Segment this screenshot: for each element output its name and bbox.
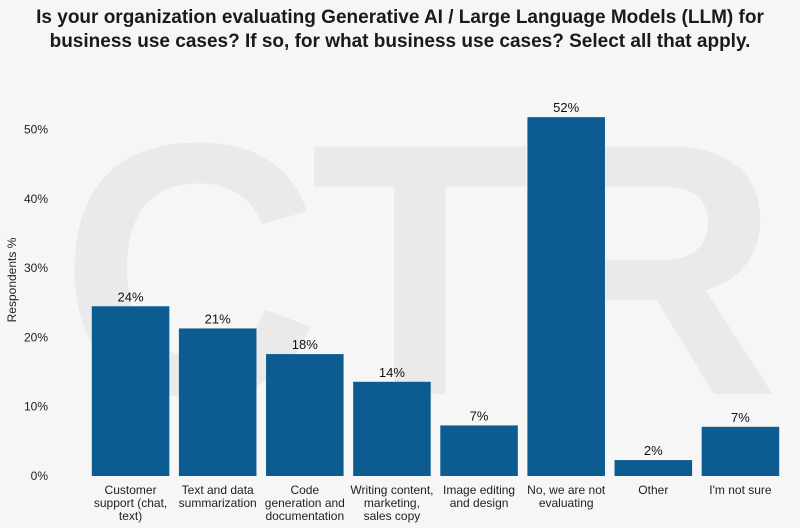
bars <box>91 117 780 477</box>
bar <box>353 381 431 476</box>
bar <box>701 426 780 476</box>
data-label: 18% <box>292 337 318 352</box>
y-axis-label: Respondents % <box>5 237 19 322</box>
x-tick-label: support (chat, <box>94 496 167 510</box>
bar <box>266 354 344 476</box>
data-label: 24% <box>118 289 144 304</box>
x-tick-label: marketing, <box>364 496 420 510</box>
y-tick-label: 0% <box>31 469 49 483</box>
y-tick-label: 50% <box>24 123 48 137</box>
x-tick-label: sales copy <box>364 509 421 523</box>
chart-title-line-2: business use cases? If so, for what busi… <box>49 31 751 52</box>
bar <box>440 425 518 476</box>
x-tick-label: Other <box>638 483 668 497</box>
x-tick-label: No, we are not <box>527 483 606 497</box>
y-tick-label: 10% <box>24 400 48 414</box>
data-label: 52% <box>553 100 579 115</box>
x-tick-label: Text and data <box>182 483 254 497</box>
bar <box>614 460 693 476</box>
x-tick-label: Image editing <box>443 483 515 497</box>
chart-title-line-1: Is your organization evaluating Generati… <box>36 7 764 28</box>
x-tick-label: Writing content, <box>350 483 433 497</box>
x-tick-label: documentation <box>265 509 344 523</box>
y-tick-label: 40% <box>24 192 48 206</box>
x-tick-label: I'm not sure <box>709 483 772 497</box>
data-label: 21% <box>205 311 231 326</box>
chart-title: Is your organization evaluating Generati… <box>0 6 800 54</box>
bar <box>178 328 257 476</box>
data-label: 7% <box>731 410 750 425</box>
x-tick-label: text) <box>119 509 142 523</box>
x-tick-label: summarization <box>179 496 257 510</box>
y-tick-label: 30% <box>24 261 48 275</box>
bar <box>91 306 170 476</box>
x-tick-label: evaluating <box>539 496 594 510</box>
x-tick-label: Customer <box>105 483 157 497</box>
data-label: 7% <box>470 408 489 423</box>
x-tick-label: and design <box>450 496 509 510</box>
x-tick-label: Code <box>290 483 319 497</box>
bar <box>527 117 605 477</box>
y-tick-label: 20% <box>24 330 48 344</box>
data-label: 2% <box>644 443 663 458</box>
x-tick-label: generation and <box>265 496 345 510</box>
data-label: 14% <box>379 365 405 380</box>
data-labels: 24% 21% 18% 14% 7% 52% 2% 7% <box>118 100 751 458</box>
y-axis-ticks: 0% 10% 20% 30% 40% 50% <box>24 123 48 483</box>
